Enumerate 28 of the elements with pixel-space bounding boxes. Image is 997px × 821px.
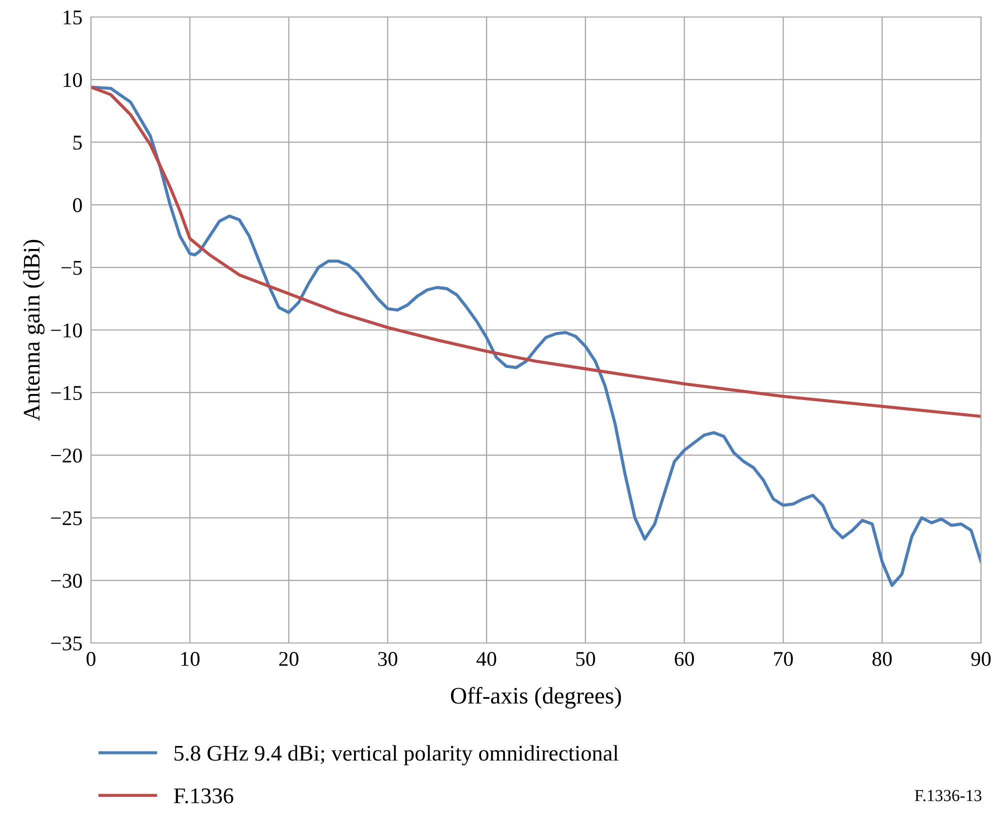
x-tick-label: 40 [476, 652, 496, 666]
y-tick-label: 0 [73, 198, 82, 212]
x-axis-title: Off-axis (degrees) [450, 686, 621, 709]
y-tick-label: −15 [51, 386, 82, 400]
y-tick-label: 15 [64, 10, 82, 24]
y-tick-label: −20 [51, 448, 82, 463]
text: F.1336-13 [914, 790, 982, 802]
x-tick-label: 20 [279, 652, 298, 666]
x-tick-label: 10 [181, 652, 200, 666]
y-tick-label: −25 [51, 511, 82, 526]
line-series [91, 86, 981, 587]
y-tick-label: −30 [51, 574, 82, 588]
x-tick-label: 30 [378, 652, 398, 666]
legend-label: F.1336 [174, 788, 234, 804]
line-series [91, 86, 981, 418]
x-tick-label: 90 [971, 652, 991, 666]
y-axis-title: Antenna gain (dBi) [23, 240, 45, 421]
y-tick-label: −10 [51, 323, 82, 338]
y-tick-label: −5 [62, 260, 82, 275]
x-tick-label: 0 [86, 652, 96, 666]
x-tick-label: 70 [774, 652, 793, 666]
x-tick-label: 50 [576, 652, 596, 666]
y-tick-label: −35 [51, 636, 82, 650]
x-tick-label: 60 [674, 652, 694, 666]
y-tick-label: 5 [73, 136, 82, 150]
x-tick-label: 80 [872, 652, 892, 666]
legend-label: 5.8 GHz 9.4 dBi; vertical polarity omnidirectional [174, 745, 618, 766]
y-tick-label: 10 [64, 72, 82, 88]
